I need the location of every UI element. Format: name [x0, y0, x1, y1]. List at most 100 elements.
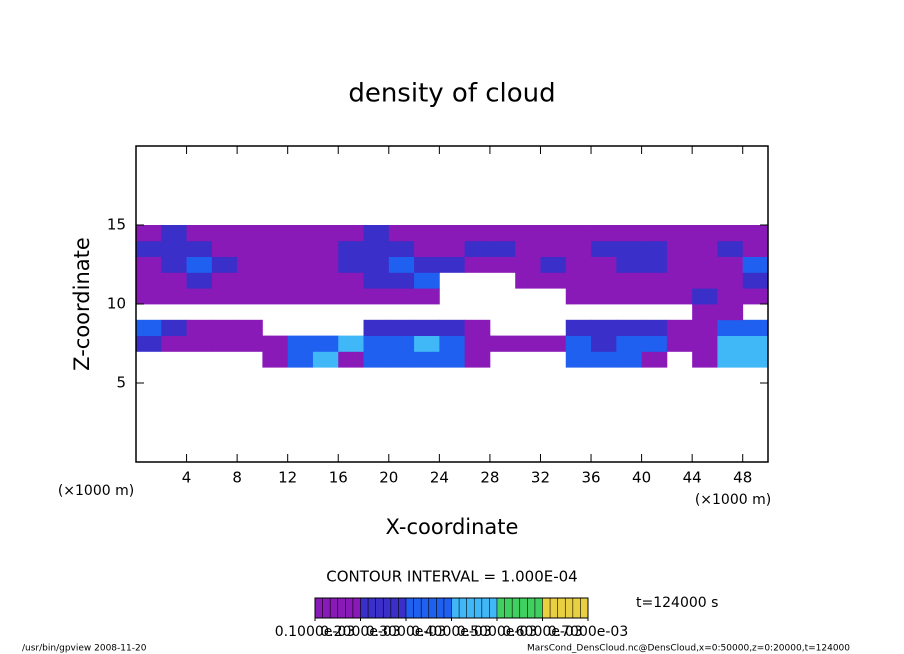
colorbar-label: 0.4000e-03	[411, 624, 491, 640]
contour-cell	[742, 335, 769, 352]
contour-cell	[287, 288, 314, 305]
contour-cell	[287, 225, 314, 242]
contour-cell	[717, 335, 744, 352]
contour-cell	[388, 272, 415, 289]
contour-cell	[363, 351, 390, 368]
contour-cell	[515, 256, 541, 273]
colorbar-label: 0.3000e-03	[366, 624, 446, 640]
contour-cell	[641, 256, 668, 273]
contour-cell	[186, 288, 213, 305]
contour-cell	[717, 272, 744, 289]
contour-cell	[439, 256, 466, 273]
contour-cell	[692, 240, 718, 257]
contour-cell	[591, 256, 617, 273]
contour-cell	[540, 225, 567, 242]
contour-cell	[161, 319, 187, 336]
contour-cell	[211, 288, 238, 305]
contour-cell	[666, 256, 693, 273]
contour-cell	[666, 272, 693, 289]
contour-cell	[312, 225, 339, 242]
contour-cell	[414, 256, 440, 273]
contour-cell	[363, 288, 390, 305]
contour-cell	[439, 225, 466, 242]
contour-cell	[136, 335, 162, 352]
contour-cell	[742, 288, 769, 305]
contour-cell	[692, 272, 718, 289]
contour-cell	[591, 351, 617, 368]
contour-cell	[464, 351, 491, 368]
contour-cell	[414, 335, 440, 352]
y-unit: (×1000 m)	[58, 483, 134, 499]
contour-cell	[717, 304, 744, 321]
x-tick-label: 40	[632, 469, 651, 487]
contour-cell	[262, 256, 289, 273]
contour-cell	[211, 225, 238, 242]
contour-cell	[338, 240, 364, 257]
contour-cell	[489, 225, 516, 242]
contour-cell	[312, 272, 339, 289]
x-tick-label: 4	[182, 469, 192, 487]
contour-cell	[742, 272, 769, 289]
contour-cell	[287, 272, 314, 289]
contour-cell	[666, 288, 693, 305]
contour-cell	[641, 240, 668, 257]
contour-cell	[742, 256, 769, 273]
contour-cell	[414, 225, 440, 242]
contour-cell	[464, 256, 491, 273]
contour-cell	[464, 225, 491, 242]
contour-cell	[237, 272, 263, 289]
contour-cell	[641, 319, 668, 336]
contour-cell	[692, 256, 718, 273]
contour-cell	[591, 225, 617, 242]
contour-cell	[742, 319, 769, 336]
contour-cell	[363, 225, 390, 242]
contour-cell	[616, 225, 642, 242]
contour-cell	[641, 288, 668, 305]
contour-cell	[616, 351, 642, 368]
contour-cell	[287, 335, 314, 352]
contour-cell	[692, 304, 718, 321]
contour-cell	[338, 225, 364, 242]
contour-cell	[717, 319, 744, 336]
contour-cell	[338, 256, 364, 273]
contour-cell	[616, 335, 642, 352]
contour-cell	[540, 240, 567, 257]
colorbar-label: 0.2000e-03	[320, 624, 400, 640]
contour-cell	[363, 240, 390, 257]
contour-cell	[338, 351, 364, 368]
contour-cell	[161, 272, 187, 289]
contour-cell	[338, 288, 364, 305]
contour-cell	[237, 288, 263, 305]
contour-cell	[262, 335, 289, 352]
contour-cell	[641, 225, 668, 242]
contour-cell	[161, 225, 187, 242]
contour-cell	[211, 319, 238, 336]
contour-cell	[489, 240, 516, 257]
contour-cell	[439, 335, 466, 352]
chart-title: density of cloud	[348, 79, 555, 109]
time-label: t=124000 s	[636, 595, 718, 611]
x-tick-label: 32	[531, 469, 550, 487]
footer-left: /usr/bin/gpview 2008-11-20	[22, 644, 147, 654]
contour-cell	[616, 240, 642, 257]
contour-cell	[136, 288, 162, 305]
contour-cell	[186, 240, 213, 257]
contour-cell	[692, 319, 718, 336]
contour-cell	[565, 272, 592, 289]
contour-cell	[742, 225, 769, 242]
contour-cell	[565, 335, 592, 352]
contour-cell	[262, 225, 289, 242]
contour-cell	[161, 335, 187, 352]
contour-cell	[161, 240, 187, 257]
contour-cell	[515, 272, 541, 289]
x-tick-label: 8	[232, 469, 242, 487]
colorbar-label: 0.5000e-03	[457, 624, 537, 640]
contour-cell	[414, 319, 440, 336]
contour-cell	[591, 272, 617, 289]
contour-cell	[717, 225, 744, 242]
contour-cell	[287, 256, 314, 273]
contour-cell	[540, 272, 567, 289]
contour-cell	[692, 351, 718, 368]
contour-cell	[414, 272, 440, 289]
